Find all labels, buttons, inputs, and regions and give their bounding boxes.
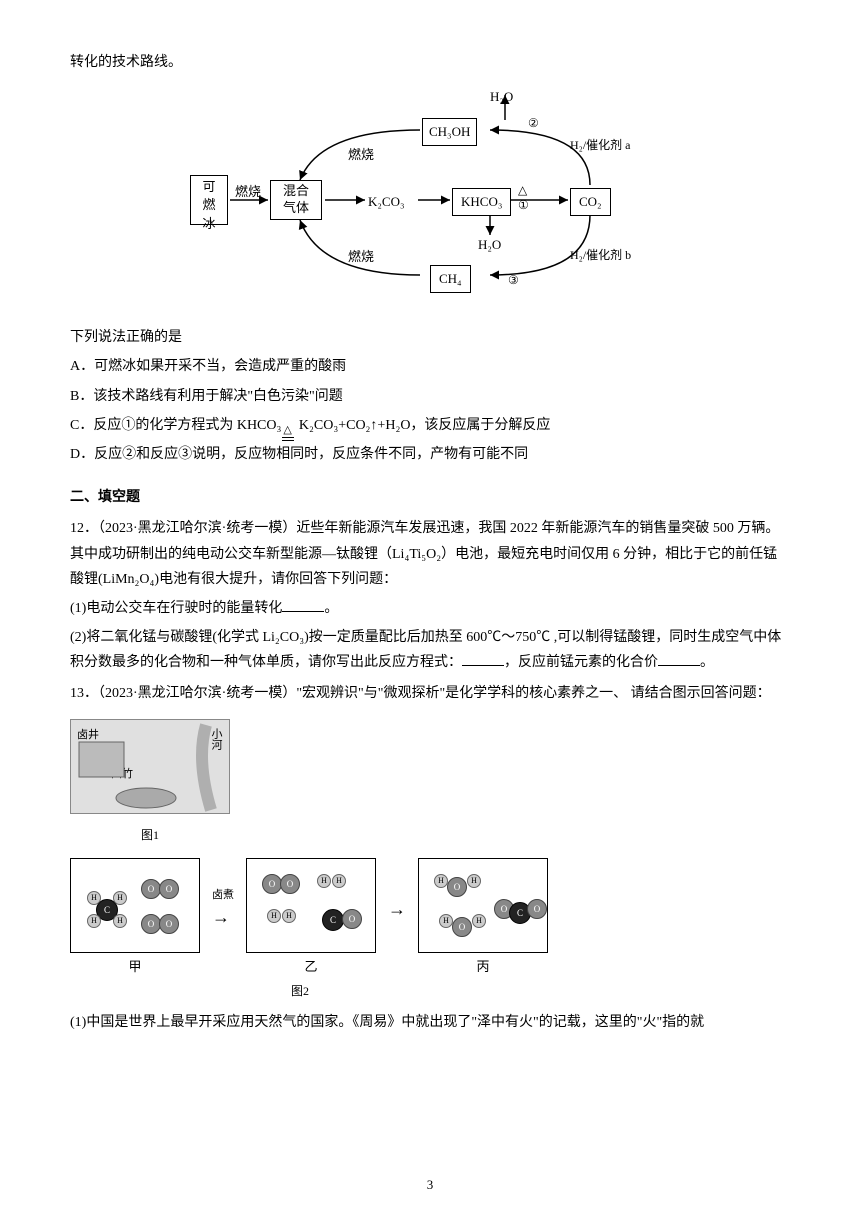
blank-field[interactable]	[282, 596, 324, 612]
option-c: C．反应①的化学方程式为 KHCO₃△ K₂CO₃+CO₂↑+H₂O，该反应属于…	[70, 413, 790, 438]
technical-route-diagram: 可燃冰 混合气体 K₂CO₃ KHCO₃ CO₂ CH₃OH CH₄ H₂O H…	[190, 85, 670, 315]
mol-label-yi: 乙	[304, 955, 317, 978]
node-h2o-top: H₂O	[490, 85, 513, 108]
fig2-caption: 图2	[70, 981, 530, 1003]
arrow-between-1: 卤煮 →	[212, 886, 234, 952]
node-ch3oh: CH₃OH	[422, 118, 477, 145]
figure-1-container: 卤井 曲竹 小河 图1	[70, 719, 790, 847]
q12-paragraph: 12．（2023·黑龙江哈尔滨·统考一模）近些年新能源汽车发展迅速，我国 202…	[70, 516, 790, 592]
page-number: 3	[427, 1173, 434, 1196]
label-cat-a: H₂/催化剂 a	[570, 135, 631, 157]
blank-field[interactable]	[462, 650, 504, 666]
label-circ3: ③	[508, 270, 519, 292]
label-circ2: ②	[528, 113, 539, 135]
node-h2o-bottom: H₂O	[478, 233, 501, 256]
node-ch4: CH₄	[430, 265, 471, 292]
label-circ1: ①	[518, 195, 529, 217]
figure-1: 卤井 曲竹 小河	[70, 719, 230, 814]
q12-sub2: (2)将二氧化锰与碳酸锂(化学式 Li₂CO₃)按一定质量配比后加热至 600℃…	[70, 625, 790, 675]
q12-2b-text: ，反应前锰元素的化合价	[504, 655, 658, 670]
option-c-pre: C．反应①的化学方程式为 KHCO₃	[70, 418, 281, 433]
node-k2co3: K₂CO₃	[368, 190, 405, 213]
section-2-title: 二、填空题	[70, 485, 790, 510]
q12-2c-text: 。	[700, 655, 714, 670]
lizhu-label: 卤煮	[212, 886, 234, 906]
mol-label-bing: 丙	[476, 955, 489, 978]
label-cat-b: H₂/催化剂 b	[570, 245, 631, 267]
q12-1-text: (1)电动公交车在行驶时的能量转化	[70, 601, 282, 616]
figure-2-row: C H H H H O O O O 甲 卤煮 → O O H H H H C O…	[70, 858, 790, 978]
arrow-between-2: →	[388, 893, 406, 943]
option-c-post: K₂CO₃+CO₂↑+H₂O，该反应属于分解反应	[295, 418, 550, 433]
label-burn3: 燃烧	[348, 245, 374, 268]
label-burn2: 燃烧	[348, 143, 374, 166]
blank-field[interactable]	[658, 650, 700, 666]
q13-paragraph: 13．（2023·黑龙江哈尔滨·统考一模）"宏观辨识"与"微观探析"是化学学科的…	[70, 681, 790, 706]
node-co2: CO₂	[570, 188, 611, 215]
q12-sub1: (1)电动公交车在行驶时的能量转化 。	[70, 596, 790, 621]
option-b: B．该技术路线有利用于解决"白色污染"问题	[70, 384, 790, 409]
molecule-box-yi: O O H H H H C O	[246, 858, 376, 953]
fig1-caption: 图1	[70, 825, 230, 847]
option-d: D．反应②和反应③说明，反应物相同时，反应条件不同，产物有可能不同	[70, 442, 790, 467]
molecule-box-jia: C H H H H O O O O	[70, 858, 200, 953]
q13-sub1: (1)中国是世界上最早开采应用天然气的国家。《周易》中就出现了"泽中有火"的记载…	[70, 1010, 790, 1035]
mol-label-jia: 甲	[128, 955, 141, 978]
option-a: A．可燃冰如果开采不当，会造成严重的酸雨	[70, 354, 790, 379]
question-prompt: 下列说法正确的是	[70, 325, 790, 350]
node-khco3: KHCO₃	[452, 188, 511, 215]
node-mix: 混合气体	[270, 180, 322, 220]
intro-line: 转化的技术路线。	[70, 50, 790, 75]
molecule-box-bing: H O H H O H O C O	[418, 858, 548, 953]
label-burn1: 燃烧	[235, 180, 261, 203]
q12-1-end: 。	[324, 601, 338, 616]
node-ice: 可燃冰	[190, 175, 228, 225]
